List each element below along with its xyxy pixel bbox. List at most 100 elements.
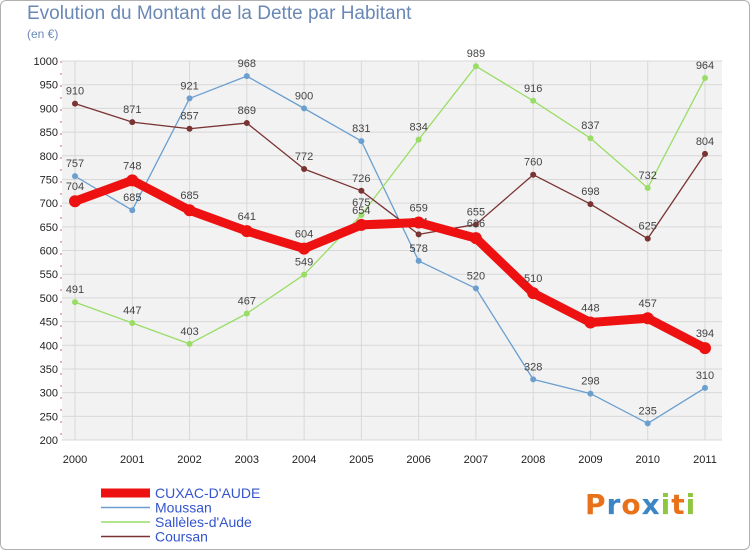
series-line <box>74 102 706 240</box>
y-tick-label: 500 <box>40 293 58 305</box>
data-label: 298 <box>581 376 599 388</box>
series-line <box>70 175 710 353</box>
chart-title: Evolution du Montant de la Dette par Hab… <box>27 3 412 24</box>
logo-letter: i <box>685 488 697 521</box>
data-label: 510 <box>524 273 542 285</box>
data-point <box>129 119 136 126</box>
legend-label: CUXAC-D'AUDE <box>155 485 260 501</box>
data-point <box>186 125 193 132</box>
legend-label: Sallèles-d'Aude <box>155 514 252 530</box>
data-point <box>129 319 136 326</box>
x-tick-label: 2005 <box>349 454 373 466</box>
y-tick-label: 250 <box>40 411 58 423</box>
data-point <box>644 420 651 427</box>
data-point <box>301 166 308 173</box>
x-tick-label: 2002 <box>177 454 201 466</box>
data-label: 772 <box>295 151 313 163</box>
series-line <box>74 65 706 345</box>
data-label: 921 <box>180 80 198 92</box>
y-tick-label: 350 <box>40 364 58 376</box>
data-label: 578 <box>409 243 427 255</box>
data-point <box>587 135 594 142</box>
data-point <box>472 221 479 228</box>
data-point <box>240 225 253 238</box>
data-label: 869 <box>238 105 256 117</box>
data-label: 748 <box>123 160 141 172</box>
data-label: 235 <box>639 405 657 417</box>
data-point <box>301 105 308 112</box>
y-tick-label: 450 <box>40 317 58 329</box>
data-label: 626 <box>467 218 485 230</box>
data-point <box>243 310 250 317</box>
data-point <box>587 390 594 397</box>
data-label: 900 <box>295 90 313 102</box>
data-point <box>702 75 708 82</box>
y-tick-label: 200 <box>40 435 58 447</box>
data-point <box>415 257 422 264</box>
data-label: 394 <box>696 328 714 340</box>
series-line <box>74 75 706 425</box>
data-label: 968 <box>238 58 256 70</box>
data-label: 871 <box>123 104 141 116</box>
x-tick-label: 2007 <box>464 454 488 466</box>
data-label: 757 <box>66 158 84 170</box>
data-point <box>72 173 78 180</box>
data-point <box>587 201 594 208</box>
y-tick-label: 900 <box>40 103 58 115</box>
data-point <box>186 95 193 102</box>
data-label: 447 <box>123 305 141 317</box>
y-tick-label: 650 <box>40 222 58 234</box>
x-tick-label: 2004 <box>292 454 316 466</box>
data-point <box>126 174 139 187</box>
y-tick-label: 700 <box>40 198 58 210</box>
data-label: 685 <box>123 192 141 204</box>
data-point <box>72 299 78 306</box>
data-label: 916 <box>524 83 542 95</box>
data-point <box>412 216 425 229</box>
logo-letter: t <box>671 488 686 521</box>
data-label: 457 <box>639 298 657 310</box>
y-tick-label: 850 <box>40 127 58 139</box>
data-label: 831 <box>352 123 370 135</box>
data-label: 659 <box>409 203 427 215</box>
legend-label: Moussan <box>155 500 212 516</box>
data-point <box>472 63 479 70</box>
data-point <box>298 242 311 255</box>
data-point <box>530 97 537 104</box>
data-label: 448 <box>581 303 599 315</box>
data-label: 310 <box>696 370 714 382</box>
chart-unit: (en €) <box>27 27 59 41</box>
data-point <box>358 211 365 218</box>
data-point <box>644 184 651 191</box>
data-point <box>415 231 422 238</box>
data-label: 549 <box>295 257 313 269</box>
data-label: 491 <box>66 284 84 296</box>
data-point <box>415 136 422 143</box>
data-label: 698 <box>581 186 599 198</box>
data-point <box>530 376 537 383</box>
data-label: 732 <box>639 170 657 182</box>
data-point <box>702 384 708 391</box>
data-label: 675 <box>352 197 370 209</box>
x-tick-label: 2006 <box>406 454 430 466</box>
data-label: 910 <box>66 86 84 98</box>
data-point <box>702 150 708 157</box>
data-point <box>301 271 308 278</box>
data-label: 654 <box>352 205 370 217</box>
logo-letter: r <box>606 488 622 521</box>
y-tick-label: 1000 <box>34 56 58 68</box>
data-point <box>355 218 368 231</box>
data-point <box>469 232 482 245</box>
data-point <box>641 312 654 325</box>
data-point <box>358 187 365 194</box>
data-label: 760 <box>524 157 542 169</box>
data-point <box>69 195 81 208</box>
y-tick-label: 950 <box>40 80 58 92</box>
x-tick-label: 2000 <box>63 454 87 466</box>
data-point <box>584 316 597 329</box>
data-point <box>644 235 651 242</box>
y-tick-label: 600 <box>40 246 58 258</box>
data-point <box>358 138 365 145</box>
data-point <box>527 287 540 300</box>
